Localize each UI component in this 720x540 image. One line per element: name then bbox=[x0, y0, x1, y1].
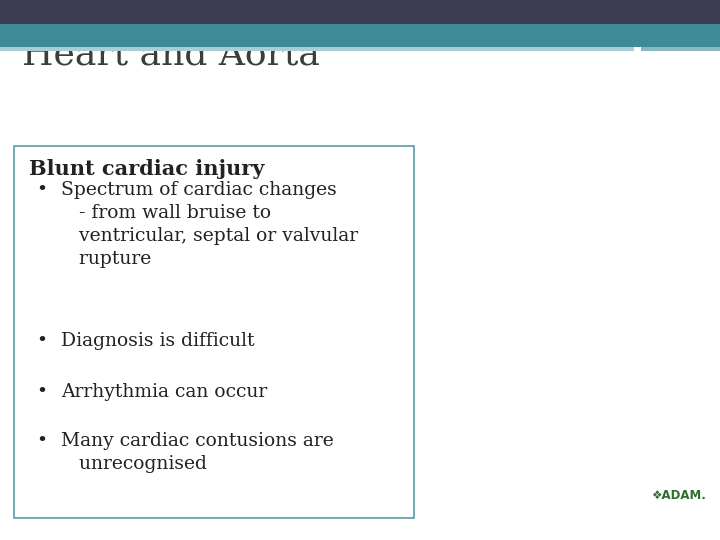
Text: Many cardiac contusions are
   unrecognised: Many cardiac contusions are unrecognised bbox=[61, 432, 334, 473]
Text: •: • bbox=[36, 432, 47, 450]
Text: •: • bbox=[36, 181, 47, 199]
Text: Heart and Aorta: Heart and Aorta bbox=[22, 38, 320, 72]
Text: ❖ADAM.: ❖ADAM. bbox=[651, 489, 706, 502]
Text: •: • bbox=[36, 332, 47, 350]
Text: Blunt cardiac injury: Blunt cardiac injury bbox=[29, 159, 264, 179]
Text: Diagnosis is difficult: Diagnosis is difficult bbox=[61, 332, 255, 350]
Text: Arrhythmia can occur: Arrhythmia can occur bbox=[61, 383, 267, 401]
Text: •: • bbox=[36, 383, 47, 401]
Text: Spectrum of cardiac changes
   - from wall bruise to
   ventricular, septal or v: Spectrum of cardiac changes - from wall … bbox=[61, 181, 359, 268]
